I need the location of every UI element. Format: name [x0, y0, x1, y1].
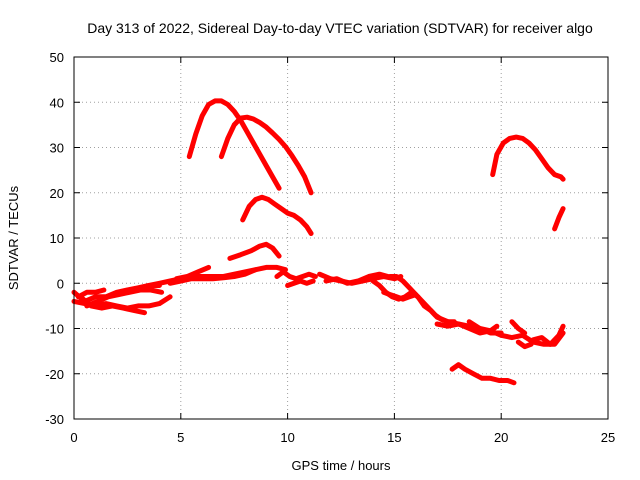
series-arc-12	[227, 241, 282, 261]
y-tick-label: 50	[50, 50, 64, 65]
series-arc-5	[75, 287, 107, 300]
x-tick-label: 5	[177, 430, 184, 445]
chart-title: Day 313 of 2022, Sidereal Day-to-day VTE…	[87, 20, 593, 36]
series-arc-23	[509, 319, 528, 336]
series-arc-19	[381, 289, 419, 302]
series-arc-13	[274, 269, 318, 282]
series-arc-2	[71, 283, 162, 304]
x-axis-label: GPS time / hours	[292, 458, 391, 473]
series-arc-8	[146, 264, 288, 288]
series-arc-27	[490, 134, 566, 182]
grid	[74, 57, 608, 419]
series-arc-26	[449, 362, 517, 386]
series-arc-11	[240, 194, 314, 236]
y-tick-label: 10	[50, 231, 64, 246]
y-axis-label: SDTVAR / TECUs	[6, 185, 21, 290]
series-arc-21	[466, 319, 500, 334]
x-tick-label: 25	[601, 430, 615, 445]
series-arc-9	[186, 98, 282, 191]
y-tick-label: 20	[50, 186, 64, 201]
series-arc-10	[218, 114, 314, 196]
y-tick-label: -30	[45, 412, 64, 427]
y-tick-label: 40	[50, 95, 64, 110]
x-tick-label: 0	[70, 430, 77, 445]
x-tick-label: 20	[494, 430, 508, 445]
y-tick-label: 0	[57, 276, 64, 291]
x-tick-label: 15	[387, 430, 401, 445]
series-arc-16	[323, 271, 391, 286]
series-arc-4	[84, 287, 165, 309]
series-arc-18	[387, 274, 457, 325]
y-tick-label: 30	[50, 141, 64, 156]
y-tick-label: -10	[45, 322, 64, 337]
x-tick-label: 10	[280, 430, 294, 445]
series-arc-25	[515, 339, 534, 350]
series-group	[71, 98, 566, 386]
tick-group: 0 5 10 15 20 25 -30 -20 -10 0 10 20 30 40 50	[45, 50, 615, 445]
series-arc-28	[552, 206, 566, 232]
series-arc-24	[530, 323, 566, 347]
y-tick-label: -20	[45, 367, 64, 382]
series-arc-14	[285, 278, 316, 288]
